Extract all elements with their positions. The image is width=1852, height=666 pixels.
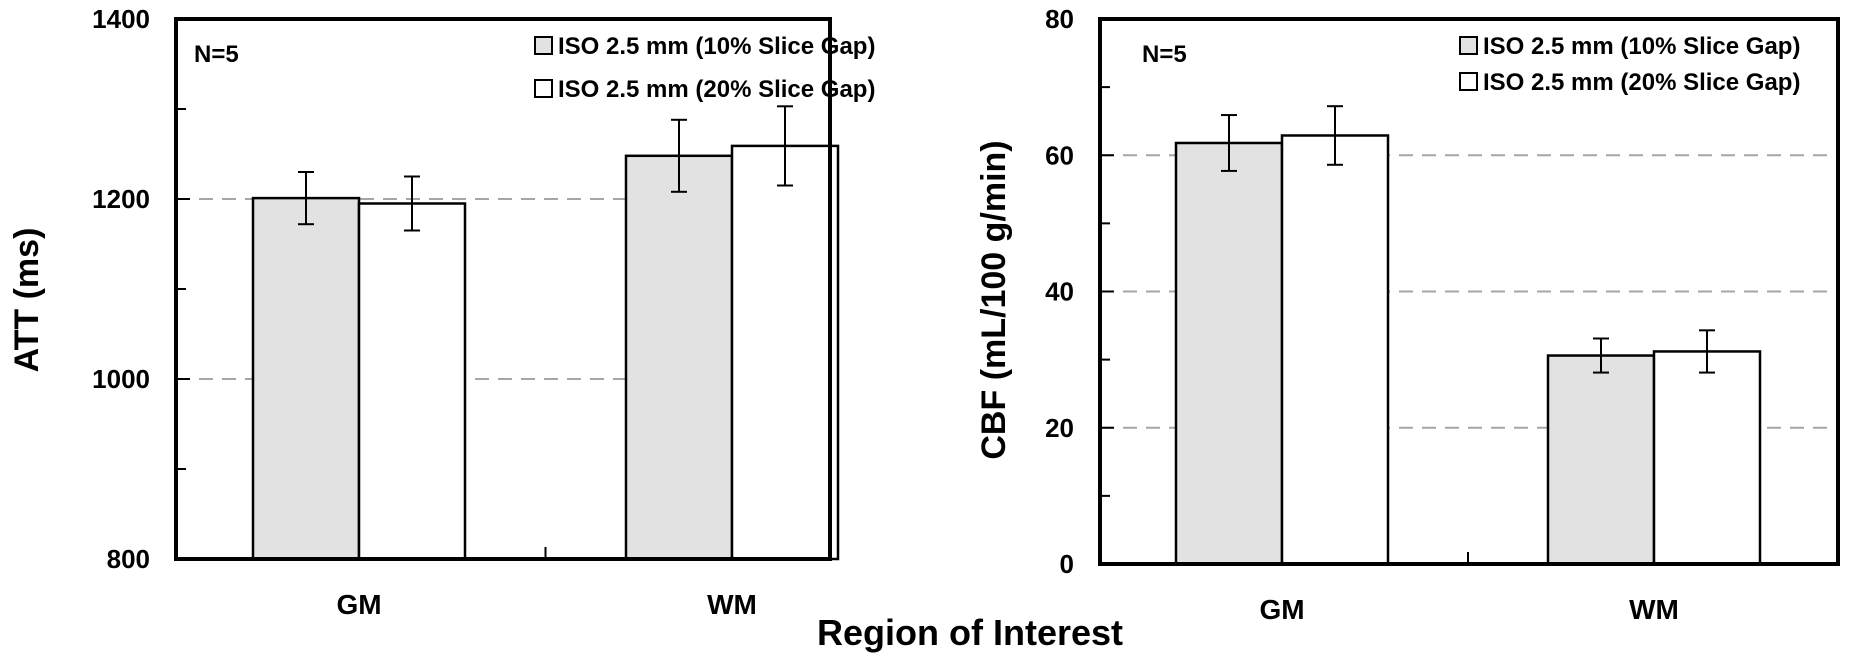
- att-sample-size-note: N=5: [194, 41, 239, 68]
- shared-x-axis-title: Region of Interest: [817, 612, 1123, 653]
- att-y-axis-title: ATT (ms): [8, 228, 46, 373]
- cbf-legend-label-1: ISO 2.5 mm (10% Slice Gap): [1483, 33, 1800, 60]
- cbf-bar-gm-series-1: [1174, 141, 1284, 566]
- cbf-sample-size-note: N=5: [1142, 41, 1187, 68]
- cbf-y-tick-label: 20: [1045, 413, 1074, 443]
- cbf-y-tick-label: 0: [1060, 549, 1074, 579]
- cbf-legend-swatch-2: [1459, 72, 1478, 91]
- att-bar-wm-series-1: [624, 154, 734, 561]
- cbf-y-tick-label: 40: [1045, 277, 1074, 307]
- cbf-y-axis-title: CBF (mL/100 g/min): [975, 140, 1013, 459]
- cbf-chart-panel: GM WM 0 20 40 60 80 CBF (mL/100 g/min) N=5 ISO 2.…: [975, 4, 1840, 625]
- att-y-tick-label: 1000: [92, 364, 150, 394]
- att-legend-swatch-2: [534, 79, 553, 98]
- att-bar-gm-series-2: [357, 202, 467, 561]
- cbf-legend-swatch-1: [1459, 36, 1478, 55]
- att-chart-panel: GM WM 800 1000 1200 1400 ATT (ms) N=5 ISO 2.5 mm…: [8, 4, 875, 620]
- att-bar-wm-series-2: [730, 144, 840, 561]
- att-y-tick-label: 1200: [92, 184, 150, 214]
- cbf-category-label: WM: [1629, 594, 1679, 625]
- att-y-tick-label: 1400: [92, 4, 150, 34]
- cbf-y-tick-label: 80: [1045, 4, 1074, 34]
- cbf-bar-wm-series-1: [1546, 354, 1656, 566]
- cbf-legend-label-2: ISO 2.5 mm (20% Slice Gap): [1483, 69, 1800, 96]
- att-legend-label-1: ISO 2.5 mm (10% Slice Gap): [558, 33, 875, 60]
- att-category-label: WM: [707, 589, 757, 620]
- cbf-category-label: GM: [1259, 594, 1304, 625]
- cbf-bar-wm-series-2: [1652, 350, 1762, 566]
- cbf-bar-gm-series-2: [1280, 134, 1390, 566]
- att-category-label: GM: [336, 589, 381, 620]
- att-legend-swatch-1: [534, 36, 553, 55]
- att-legend-label-2: ISO 2.5 mm (20% Slice Gap): [558, 76, 875, 103]
- att-y-tick-label: 800: [107, 544, 150, 574]
- cbf-y-tick-label: 60: [1045, 140, 1074, 170]
- att-bar-gm-series-1: [251, 196, 361, 561]
